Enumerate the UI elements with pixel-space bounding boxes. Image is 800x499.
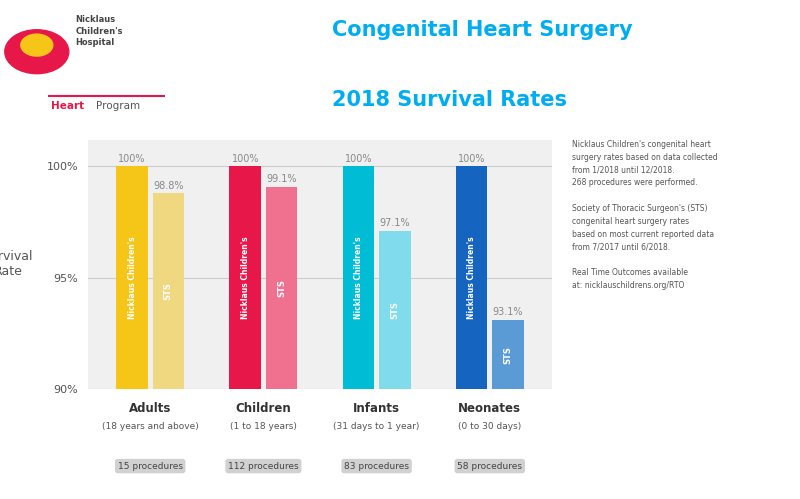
Text: Neonates: Neonates — [458, 402, 522, 415]
Bar — [342, 167, 374, 389]
Text: 99.1%: 99.1% — [266, 174, 297, 184]
Text: Children: Children — [235, 402, 291, 415]
Text: Nicklaus Children's: Nicklaus Children's — [241, 237, 250, 319]
Circle shape — [21, 34, 53, 56]
Bar — [230, 167, 261, 389]
Text: STS: STS — [503, 346, 512, 364]
Text: Congenital Heart Surgery: Congenital Heart Surgery — [332, 20, 633, 40]
Bar — [266, 187, 298, 389]
Text: 97.1%: 97.1% — [379, 219, 410, 229]
Text: (31 days to 1 year): (31 days to 1 year) — [334, 422, 420, 431]
Text: 112 procedures: 112 procedures — [228, 462, 298, 471]
Text: Nicklaus Children's: Nicklaus Children's — [467, 237, 476, 319]
Text: 2018 Survival Rates: 2018 Survival Rates — [332, 90, 567, 110]
Text: Nicklaus Children's: Nicklaus Children's — [128, 237, 137, 319]
Bar — [456, 167, 487, 389]
Text: 100%: 100% — [458, 154, 486, 164]
Text: Nicklaus Children's: Nicklaus Children's — [354, 237, 363, 319]
Text: (0 to 30 days): (0 to 30 days) — [458, 422, 522, 431]
Text: 58 procedures: 58 procedures — [458, 462, 522, 471]
Text: Program: Program — [96, 101, 140, 111]
Text: STS: STS — [164, 282, 173, 300]
Text: (18 years and above): (18 years and above) — [102, 422, 198, 431]
Text: 98.8%: 98.8% — [153, 181, 184, 191]
Text: Heart: Heart — [51, 101, 84, 111]
Text: (1 to 18 years): (1 to 18 years) — [230, 422, 297, 431]
Text: Nicklaus
Children's
Hospital: Nicklaus Children's Hospital — [75, 15, 122, 47]
Circle shape — [5, 30, 69, 74]
Bar — [492, 320, 524, 389]
Text: STS: STS — [277, 279, 286, 297]
Y-axis label: Survival
Rate: Survival Rate — [0, 250, 33, 278]
Text: 83 procedures: 83 procedures — [344, 462, 409, 471]
Text: Infants: Infants — [353, 402, 400, 415]
Text: 100%: 100% — [231, 154, 259, 164]
Text: Nicklaus Children's congenital heart
surgery rates based on data collected
from : Nicklaus Children's congenital heart sur… — [572, 140, 718, 290]
Text: 15 procedures: 15 procedures — [118, 462, 182, 471]
Bar — [379, 231, 410, 389]
Bar — [153, 193, 184, 389]
Text: 93.1%: 93.1% — [493, 307, 523, 317]
Text: STS: STS — [390, 301, 399, 319]
Bar — [116, 167, 148, 389]
Text: Adults: Adults — [129, 402, 171, 415]
Text: 100%: 100% — [118, 154, 146, 164]
Text: 100%: 100% — [345, 154, 372, 164]
